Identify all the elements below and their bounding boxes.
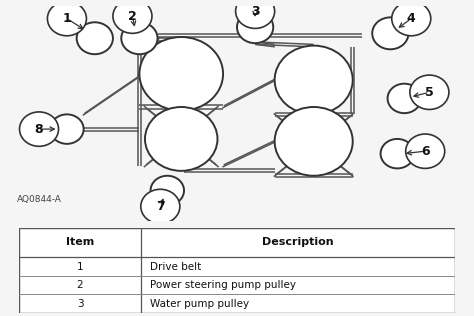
Ellipse shape — [410, 75, 449, 109]
Ellipse shape — [145, 107, 218, 171]
Text: 1: 1 — [77, 262, 83, 272]
Text: Power steering pump pulley: Power steering pump pulley — [150, 280, 296, 290]
Text: 3: 3 — [77, 299, 83, 309]
Ellipse shape — [372, 17, 409, 49]
Text: 2: 2 — [128, 10, 137, 23]
Ellipse shape — [237, 11, 273, 43]
Text: AQ0844-A: AQ0844-A — [17, 195, 62, 204]
Ellipse shape — [121, 22, 157, 54]
Text: 5: 5 — [425, 86, 434, 99]
Ellipse shape — [141, 189, 180, 224]
Text: 7: 7 — [156, 200, 164, 213]
Ellipse shape — [19, 112, 59, 146]
Ellipse shape — [406, 134, 445, 168]
Text: 4: 4 — [407, 12, 416, 25]
Ellipse shape — [236, 0, 274, 28]
Ellipse shape — [139, 37, 223, 111]
Ellipse shape — [274, 46, 353, 114]
Ellipse shape — [47, 1, 86, 36]
Text: 2: 2 — [77, 280, 83, 290]
Text: 1: 1 — [63, 12, 71, 25]
Text: 6: 6 — [421, 145, 429, 158]
Ellipse shape — [50, 114, 83, 144]
Text: Description: Description — [262, 237, 334, 247]
Text: 3: 3 — [251, 5, 259, 18]
Ellipse shape — [151, 176, 184, 205]
Text: 8: 8 — [35, 123, 43, 136]
Ellipse shape — [392, 1, 431, 36]
Text: Water pump pulley: Water pump pulley — [150, 299, 249, 309]
Ellipse shape — [77, 22, 113, 54]
Ellipse shape — [381, 139, 414, 168]
Ellipse shape — [274, 107, 353, 176]
Text: Drive belt: Drive belt — [150, 262, 201, 272]
Ellipse shape — [113, 0, 152, 33]
Text: Item: Item — [66, 237, 94, 247]
Ellipse shape — [388, 84, 421, 113]
